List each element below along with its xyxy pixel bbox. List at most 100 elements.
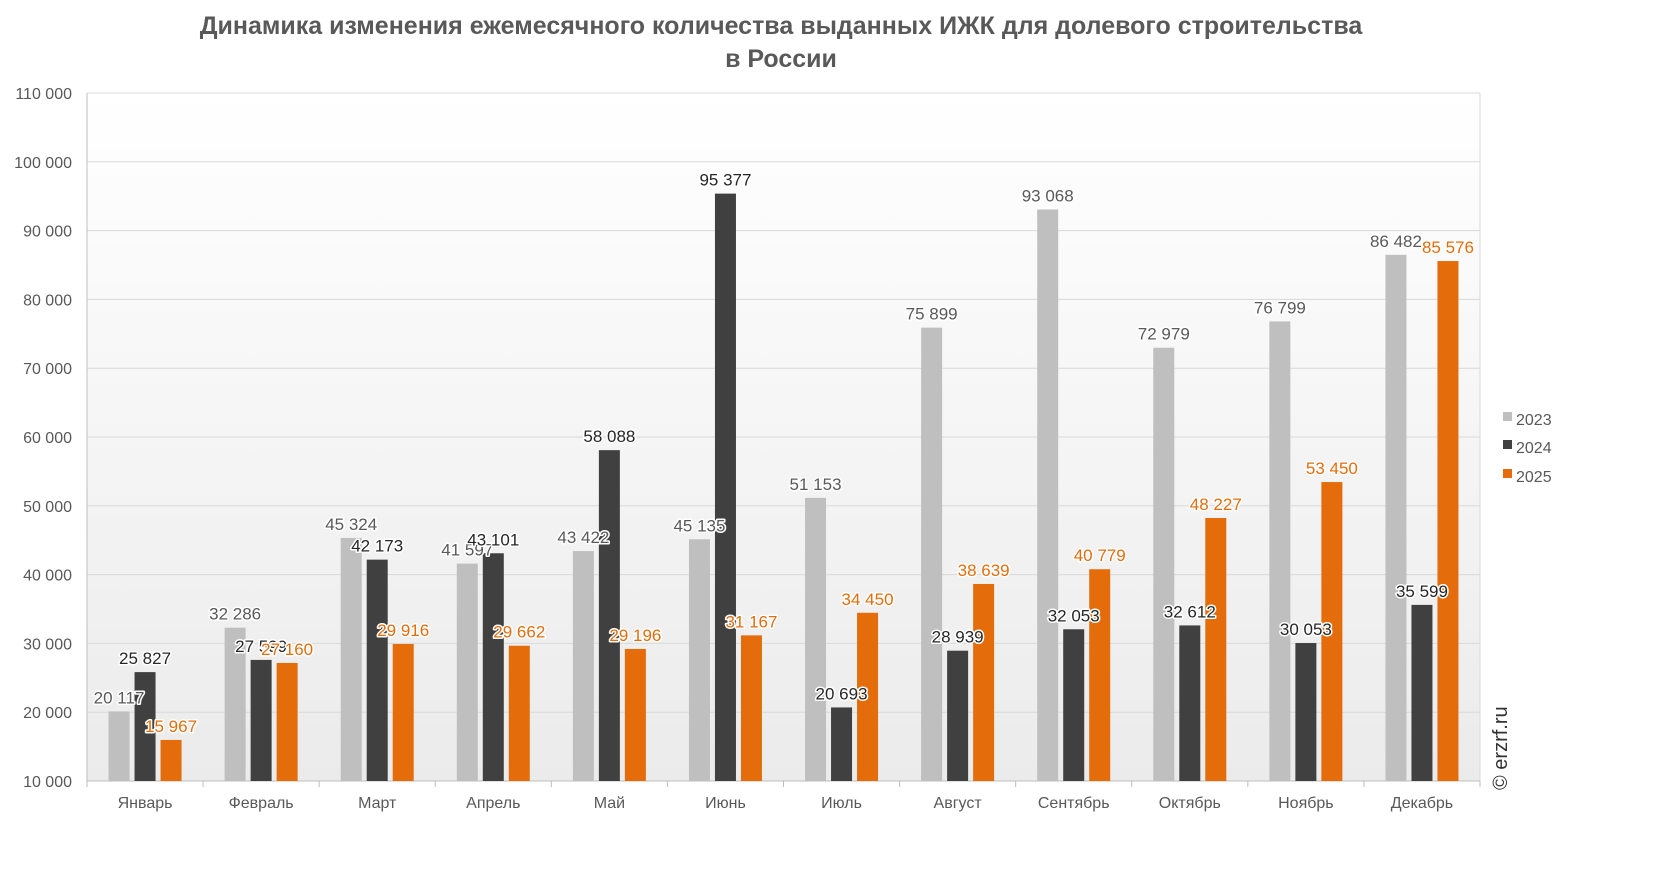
legend-swatch-2024 xyxy=(1503,440,1512,449)
y-tick-label: 50 000 xyxy=(23,499,72,516)
data-label-2024: 25 827 xyxy=(119,649,171,668)
bar-2023 xyxy=(224,627,246,781)
data-label-2024: 58 088 xyxy=(583,427,635,446)
data-label-2025: 31 167 xyxy=(725,612,777,631)
data-label-2023: 72 979 xyxy=(1138,325,1190,344)
bar-2024 xyxy=(831,707,853,781)
bar-2023 xyxy=(688,539,710,781)
x-tick-label: Июнь xyxy=(705,795,746,812)
data-label-2023: 45 324 xyxy=(325,515,377,534)
y-tick-label: 30 000 xyxy=(23,636,72,653)
x-tick-label: Август xyxy=(934,795,983,812)
data-label-2024: 32 053 xyxy=(1048,606,1100,625)
bar-2023 xyxy=(1269,321,1291,781)
legend: 2023 2024 2025 xyxy=(1503,412,1552,486)
legend-swatch-2023 xyxy=(1503,412,1512,421)
bar-2024 xyxy=(134,672,156,781)
x-tick-label: Май xyxy=(594,795,625,812)
data-label-2024: 95 377 xyxy=(699,171,751,190)
data-label-2023: 32 286 xyxy=(209,605,261,624)
x-tick-label: Июль xyxy=(821,795,862,812)
data-label-2025: 29 196 xyxy=(609,626,661,645)
y-tick-label: 40 000 xyxy=(23,568,72,585)
data-label-2024: 42 173 xyxy=(351,537,403,556)
bar-2024 xyxy=(947,650,969,781)
data-label-2024: 30 053 xyxy=(1280,620,1332,639)
data-label-2025: 29 916 xyxy=(377,621,429,640)
data-label-2025: 40 779 xyxy=(1074,546,1126,565)
data-label-2023: 76 799 xyxy=(1254,298,1306,317)
data-label-2025: 34 450 xyxy=(842,590,894,609)
chart-title-line-1: Динамика изменения ежемесячного количест… xyxy=(199,12,1363,40)
bar-2025 xyxy=(740,635,762,781)
bar-2025 xyxy=(508,645,530,781)
bar-2023 xyxy=(921,327,943,781)
bar-2023 xyxy=(340,537,362,781)
bar-2024 xyxy=(1179,625,1201,781)
data-label-2023: 75 899 xyxy=(906,305,958,324)
bar-2023 xyxy=(805,497,827,781)
bar-2024 xyxy=(250,659,272,781)
data-label-2024: 32 612 xyxy=(1164,602,1216,621)
data-label-2023: 45 135 xyxy=(673,516,725,535)
data-label-2024: 35 599 xyxy=(1396,582,1448,601)
y-tick-label: 60 000 xyxy=(23,430,72,447)
data-label-2023: 43 422 xyxy=(557,528,609,547)
data-label-2025: 15 967 xyxy=(145,717,197,736)
data-label-2025: 53 450 xyxy=(1306,459,1358,478)
legend-label-2023: 2023 xyxy=(1516,412,1552,429)
bar-2025 xyxy=(1437,261,1459,781)
bar-2023 xyxy=(456,563,478,781)
x-tick-label: Март xyxy=(358,795,397,812)
legend-swatch-2025 xyxy=(1503,469,1512,478)
bar-2025 xyxy=(1089,569,1111,781)
bar-2025 xyxy=(857,612,879,781)
y-tick-label: 90 000 xyxy=(23,224,72,241)
bar-2023 xyxy=(572,551,594,781)
x-tick-label: Февраль xyxy=(229,795,294,812)
bar-2025 xyxy=(973,583,995,781)
bar-2024 xyxy=(366,559,388,781)
data-label-2025: 38 639 xyxy=(958,561,1010,580)
bar-2024 xyxy=(714,193,736,781)
data-label-2025: 29 662 xyxy=(493,623,545,642)
data-label-2023: 20 117 xyxy=(94,688,145,707)
data-label-2025: 48 227 xyxy=(1190,495,1242,514)
legend-label-2024: 2024 xyxy=(1516,440,1552,457)
bar-2024 xyxy=(1063,629,1085,781)
bar-2025 xyxy=(160,739,182,781)
bar-2023 xyxy=(108,711,130,781)
bar-2024 xyxy=(598,450,620,781)
data-label-2025: 27 160 xyxy=(261,640,313,659)
bar-2024 xyxy=(1295,643,1317,781)
x-axis: Январь Февраль Март Апрель Май Июнь Июль Август… xyxy=(86,780,1481,812)
data-labels: 20 117 32 286 45 324 41 597 43 422 45 135 51 1… xyxy=(92,169,1475,737)
data-label-2024: 28 939 xyxy=(932,628,984,647)
x-tick-label: Ноябрь xyxy=(1278,795,1334,812)
bar-2023 xyxy=(1153,347,1175,781)
x-tick-label: Январь xyxy=(118,795,173,812)
bars xyxy=(108,193,1459,781)
y-tick-label: 70 000 xyxy=(23,361,72,378)
legend-label-2025: 2025 xyxy=(1516,469,1552,486)
data-label-2023: 93 068 xyxy=(1022,186,1074,205)
gridlines xyxy=(87,92,1480,713)
y-tick-label: 110 000 xyxy=(15,86,72,103)
y-tick-label: 20 000 xyxy=(23,705,72,722)
bar-2025 xyxy=(276,662,298,781)
x-tick-label: Октябрь xyxy=(1159,795,1221,812)
y-axis: 10 000 20 000 30 000 40 000 50 000 60 000 70 0… xyxy=(14,86,1481,791)
bar-2023 xyxy=(1385,254,1407,781)
data-label-2024: 43 101 xyxy=(467,530,519,549)
chart-title-line-2: в России xyxy=(725,45,837,73)
y-tick-label: 10 000 xyxy=(23,774,72,791)
x-tick-label: Апрель xyxy=(466,795,520,812)
y-tick-label: 100 000 xyxy=(14,155,72,172)
bar-2024 xyxy=(482,553,504,781)
x-tick-label: Сентябрь xyxy=(1038,795,1110,812)
bar-2023 xyxy=(1037,209,1059,781)
chart-title: Динамика изменения ежемесячного количест… xyxy=(0,10,1562,76)
bar-2025 xyxy=(624,648,646,781)
y-tick-label: 80 000 xyxy=(23,292,72,309)
